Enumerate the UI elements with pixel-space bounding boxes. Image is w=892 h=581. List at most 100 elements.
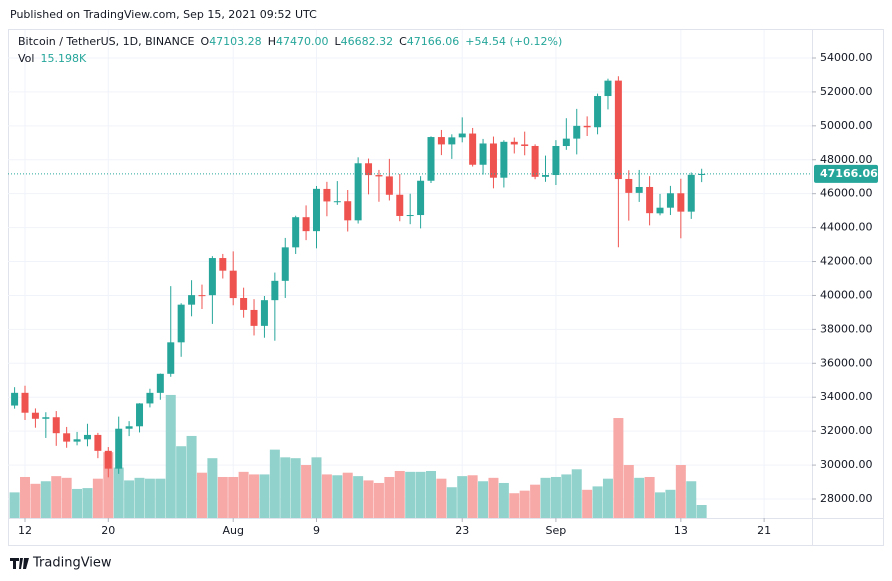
volume-bar <box>696 505 707 518</box>
candle-body <box>292 217 300 248</box>
candle-body <box>271 280 279 301</box>
volume-bar <box>311 457 322 518</box>
candle-body <box>646 186 654 214</box>
candle-body <box>479 143 487 165</box>
y-tick-label: 32000.00 <box>820 424 873 437</box>
volume-bar <box>686 481 697 518</box>
volume-bar <box>498 482 509 518</box>
logo <box>10 558 29 569</box>
candle-body <box>406 215 414 217</box>
candle-body <box>677 193 685 212</box>
legend: Bitcoin / TetherUS, 1D, BINANCE O47103.28… <box>18 35 562 48</box>
volume-bars <box>9 394 707 518</box>
symbol: Bitcoin / TetherUS, 1D, BINANCE <box>18 35 195 48</box>
volume-bar <box>457 476 468 518</box>
candle-body <box>552 146 560 176</box>
candle-body <box>31 412 39 419</box>
candle-body <box>73 439 81 442</box>
x-tick-label: Aug <box>222 524 243 537</box>
candle-body <box>11 392 19 406</box>
candle-body <box>437 137 445 145</box>
y-tick-label: 30000.00 <box>820 458 873 471</box>
candle-body <box>469 133 477 165</box>
candle-body <box>260 300 268 326</box>
candle-body <box>666 193 674 208</box>
candle-body <box>167 342 175 374</box>
published-note: Published on TradingView.com, Sep 15, 20… <box>10 8 317 21</box>
candle-body <box>531 145 539 177</box>
candle-body <box>177 304 185 343</box>
volume-bar <box>550 476 561 518</box>
volume-bar <box>259 474 270 518</box>
legend-value: 46682.32 <box>341 35 394 48</box>
candle-body <box>448 137 456 145</box>
y-tick-label: 46000.00 <box>820 187 873 200</box>
x-tick-label: 13 <box>674 524 688 537</box>
brand: TradingView <box>32 556 112 571</box>
volume-bar <box>103 452 114 518</box>
volume-bar <box>415 471 426 518</box>
candle-body <box>250 309 258 326</box>
y-tick-label: 34000.00 <box>820 390 873 403</box>
volume-bar <box>394 470 405 518</box>
candle-body <box>542 175 550 177</box>
volume-bar <box>217 476 228 518</box>
volume-bar <box>196 472 207 518</box>
candle-body <box>698 173 706 175</box>
candle-body <box>21 392 29 413</box>
candle-body <box>115 428 123 469</box>
candle-body <box>83 434 91 440</box>
volume-bar <box>92 478 103 518</box>
candle-body <box>156 373 164 393</box>
volume-bar <box>613 418 624 518</box>
candle-body <box>573 125 581 139</box>
volume-bar <box>592 486 603 518</box>
candle-body <box>146 392 154 404</box>
x-tick-label: 20 <box>101 524 115 537</box>
candle-body <box>344 201 352 221</box>
candle-body <box>656 207 664 214</box>
candle-body <box>396 194 404 216</box>
last-price-label: 47166.06 <box>820 167 878 180</box>
candle-body <box>104 450 112 469</box>
volume-bar <box>249 474 260 518</box>
axes: 28000.00 30000.00 32000.00 34000.00 36000.00… <box>18 51 878 537</box>
candle-body <box>42 417 50 419</box>
volume-bar <box>353 476 364 518</box>
volume-bar <box>228 476 239 518</box>
volume-bar <box>530 484 541 518</box>
y-tick-label: 52000.00 <box>820 85 873 98</box>
y-tick-label: 40000.00 <box>820 288 873 301</box>
candle-body <box>281 247 289 281</box>
y-tick-label: 38000.00 <box>820 322 873 335</box>
candle-body <box>427 137 435 181</box>
volume-bar <box>301 465 312 518</box>
volume-bar <box>176 446 187 518</box>
volume-bar <box>623 465 634 518</box>
candle-body <box>188 295 196 305</box>
volume-bar <box>467 475 478 518</box>
legend-key: H <box>268 35 276 48</box>
candle-body <box>240 298 248 310</box>
chart-frame <box>8 29 884 546</box>
logo-icon <box>10 558 29 569</box>
candle-body <box>375 175 383 177</box>
candle-body <box>198 295 206 297</box>
candle-body <box>635 186 643 193</box>
volume-bar <box>665 489 676 518</box>
candle-body <box>562 138 570 147</box>
volume-bar <box>290 458 301 518</box>
volume-bar <box>509 493 520 518</box>
volume-legend: Vol 15.198K <box>18 52 87 65</box>
candle-body <box>594 96 602 128</box>
volume-bar <box>426 470 436 518</box>
x-tick-label: 12 <box>18 524 32 537</box>
volume-bar <box>602 478 613 518</box>
volume-bar <box>124 480 135 518</box>
volume-name: Vol <box>18 52 34 65</box>
y-tick-label: 50000.00 <box>820 119 873 132</box>
candle-body <box>385 176 393 195</box>
candle-body <box>521 144 529 146</box>
candle-body <box>333 201 341 203</box>
candle-body <box>614 80 622 180</box>
